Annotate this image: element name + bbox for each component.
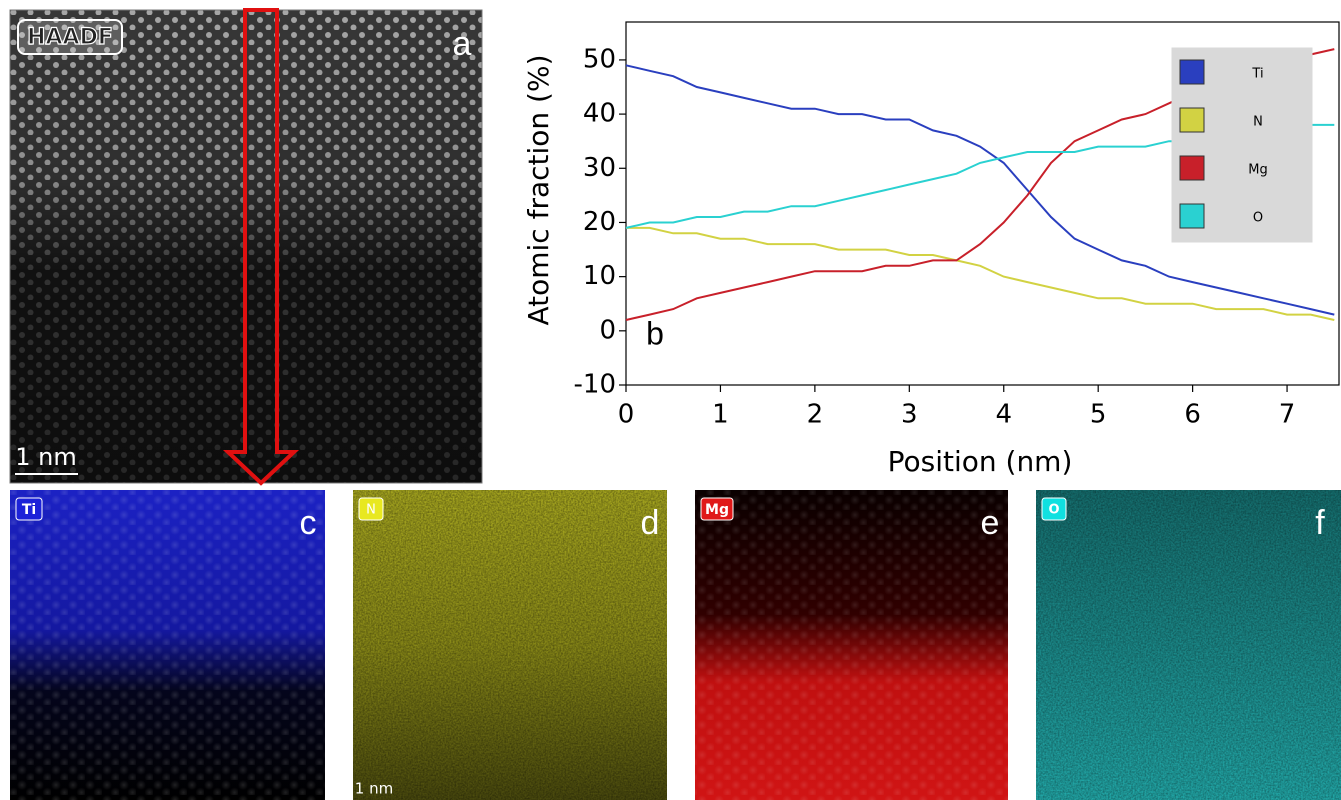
x-tick-label: 5	[1090, 400, 1107, 430]
panel-label: O	[1048, 503, 1059, 518]
y-tick-label: 0	[599, 315, 616, 345]
figure: HAADF a 1 nm Ti c N d 1 nm Mg e O f	[0, 0, 1341, 800]
legend-label: Mg	[1248, 163, 1267, 178]
panel-letter: c	[300, 504, 317, 542]
legend-swatch	[1180, 60, 1204, 84]
y-tick-label: 30	[583, 153, 616, 183]
panel-letter: f	[1315, 504, 1325, 542]
x-tick-label: 3	[901, 400, 918, 430]
legend-swatch	[1180, 204, 1204, 228]
x-tick-label: 1	[712, 400, 729, 430]
y-tick-label: 40	[583, 99, 616, 129]
panel-letter: a	[453, 25, 472, 63]
legend-swatch	[1180, 108, 1204, 132]
panel-letter: d	[641, 504, 660, 542]
n-map: N d 1 nm	[353, 490, 667, 800]
scale-bar-label: 1 nm	[15, 443, 77, 471]
x-tick-label: 7	[1279, 400, 1296, 430]
panel-label: Mg	[705, 502, 729, 518]
x-tick-label: 4	[995, 400, 1012, 430]
panel-letter: b	[646, 315, 664, 351]
panel-label: HAADF	[27, 25, 113, 50]
x-axis-title: Position (nm)	[888, 445, 1073, 478]
legend-label: Ti	[1251, 67, 1263, 82]
x-tick-label: 0	[618, 400, 635, 430]
x-tick-label: 6	[1184, 400, 1201, 430]
legend-label: O	[1253, 211, 1263, 226]
y-tick-label: 50	[583, 44, 616, 74]
y-tick-label: -10	[574, 370, 616, 400]
panel-label: N	[366, 503, 376, 518]
line-chart: b Position (nm) Atomic fraction (%) -100…	[522, 22, 1339, 478]
y-axis-title: Atomic fraction (%)	[522, 54, 555, 325]
panel-label: Ti	[22, 502, 36, 518]
legend-swatch	[1180, 156, 1204, 180]
panel-letter: e	[981, 504, 1000, 542]
y-tick-label: 20	[583, 207, 616, 237]
x-tick-label: 2	[807, 400, 824, 430]
ti-map: Ti c	[10, 490, 325, 800]
y-tick-label: 10	[583, 261, 616, 291]
scale-bar-label: 1 nm	[355, 780, 393, 798]
o-map: O f	[1036, 490, 1341, 800]
mg-map: Mg e	[695, 490, 1008, 800]
haadf-panel: HAADF a 1 nm	[10, 10, 482, 483]
legend-label: N	[1253, 115, 1263, 130]
